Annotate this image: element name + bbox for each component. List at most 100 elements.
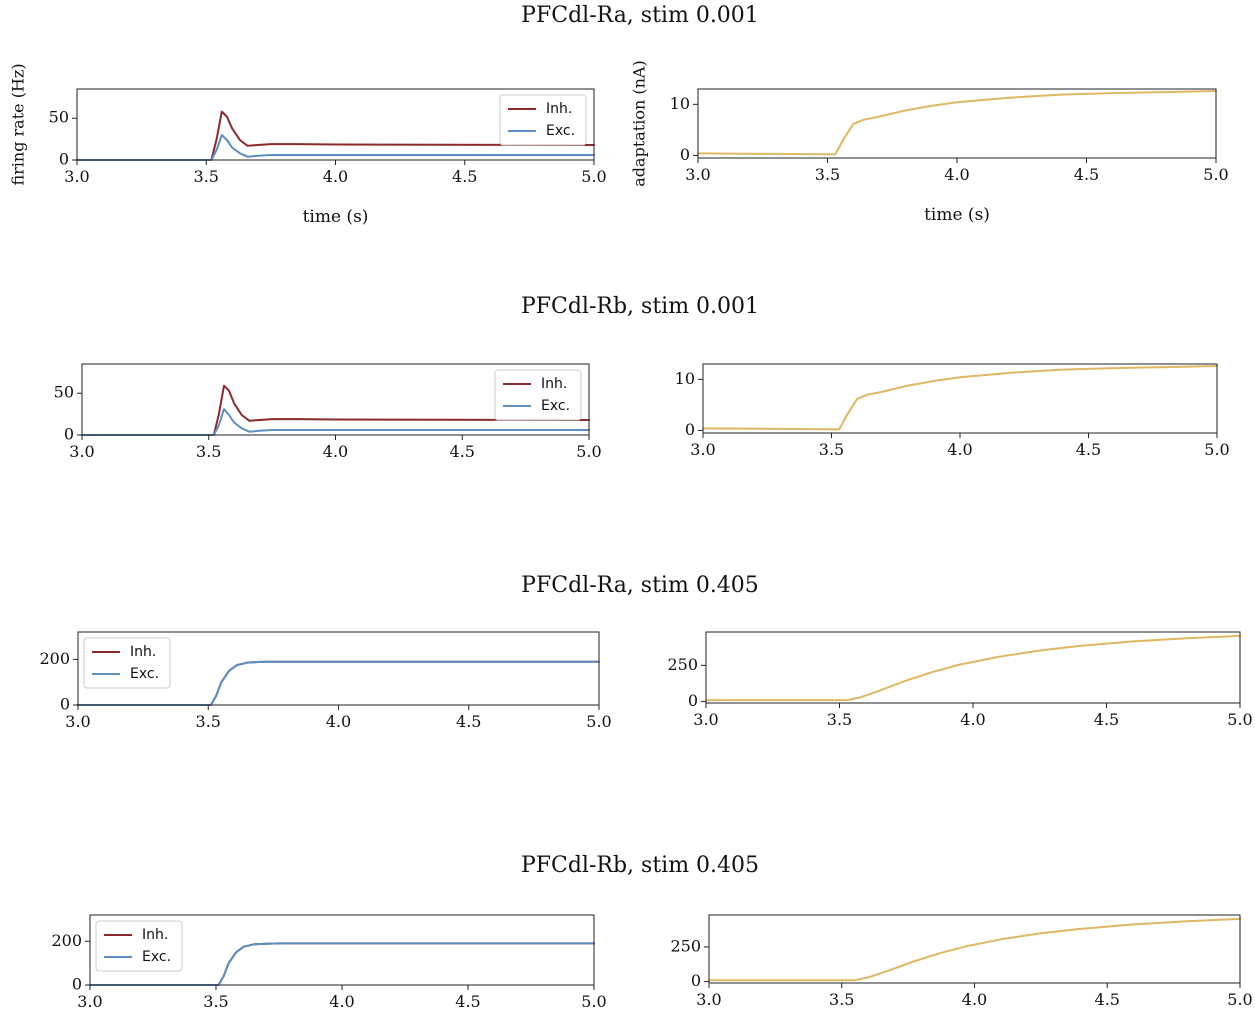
adaptation-series-line <box>697 90 1217 156</box>
x-tick-label: 4.0 <box>960 710 985 729</box>
x-tick-label: 4.5 <box>450 442 475 461</box>
legend: Inh. Exc. <box>95 920 183 972</box>
x-axis-label: time (s) <box>924 205 990 225</box>
plot-frame <box>705 631 1241 704</box>
x-tick-label: 3.0 <box>77 992 102 1011</box>
inh-series-line <box>81 384 590 436</box>
adaptation-chart: 3.0 3.5 4.0 4.5 5.0 0 10 <box>675 363 1230 459</box>
adaptation-chart: 3.0 3.5 4.0 4.5 5.0 0 10 time (s) adaptation (nA… <box>630 60 1229 225</box>
x-tick-label: 3.5 <box>203 992 228 1011</box>
x-tick-label: 3.0 <box>69 442 94 461</box>
y-tick-label: 50 <box>54 383 74 402</box>
y-tick-label: 0 <box>688 691 698 710</box>
legend-label: Inh. <box>142 927 168 943</box>
x-tick-label: 4.0 <box>326 712 351 731</box>
y-tick-label: 0 <box>59 150 69 169</box>
legend-label: Inh. <box>541 376 567 392</box>
x-tick-label: 5.0 <box>1204 440 1229 459</box>
x-tick-label: 4.5 <box>1094 710 1119 729</box>
legend: Inh. Exc. <box>83 637 171 689</box>
legend-label: Exc. <box>541 398 570 414</box>
y-tick-label: 200 <box>51 931 82 950</box>
x-tick-label: 4.0 <box>329 992 354 1011</box>
row-title: PFCdl-Rb, stim 0.001 <box>521 294 759 319</box>
x-tick-label: 3.0 <box>696 990 721 1009</box>
x-tick-label: 4.5 <box>1076 440 1101 459</box>
legend-box <box>494 369 582 421</box>
y-tick-label: 200 <box>39 649 70 668</box>
x-tick-label: 4.5 <box>452 167 477 186</box>
x-tick-label: 3.0 <box>685 165 710 184</box>
x-tick-label: 5.0 <box>576 442 601 461</box>
adaptation-chart: 3.0 3.5 4.0 4.5 5.0 0 250 <box>670 914 1253 1009</box>
legend-label: Exc. <box>546 123 575 139</box>
legend-box <box>95 920 183 972</box>
y-tick-label: 250 <box>667 655 698 674</box>
adaptation-chart: 3.0 3.5 4.0 4.5 5.0 0 250 <box>667 631 1253 729</box>
firing-rate-chart: 3.0 3.5 4.0 4.5 5.0 0 50 time (s) firing rate (H… <box>9 63 607 227</box>
x-tick-label: 5.0 <box>586 712 611 731</box>
adaptation-series-line <box>705 634 1241 702</box>
x-tick-label: 3.5 <box>819 440 844 459</box>
legend-box <box>499 94 587 146</box>
y-tick-label: 0 <box>685 420 695 439</box>
adaptation-series-line <box>708 917 1241 982</box>
row-title: PFCdl-Ra, stim 0.001 <box>521 3 759 28</box>
y-tick-label: 0 <box>72 975 82 994</box>
x-tick-label: 5.0 <box>581 167 606 186</box>
y-tick-label: 10 <box>670 94 690 113</box>
x-tick-label: 3.0 <box>64 167 89 186</box>
legend-label: Inh. <box>130 644 156 660</box>
x-tick-label: 4.0 <box>323 167 348 186</box>
row-title: PFCdl-Rb, stim 0.405 <box>521 853 759 878</box>
plot-frame <box>697 88 1217 159</box>
firing-rate-chart: 3.0 3.5 4.0 4.5 5.0 0 200 Inh. Exc. <box>39 631 612 731</box>
x-tick-label: 4.0 <box>962 990 987 1009</box>
y-axis-label: adaptation (nA) <box>630 60 649 186</box>
exc-series-line <box>76 133 595 161</box>
x-tick-label: 4.0 <box>323 442 348 461</box>
x-tick-label: 3.5 <box>196 442 221 461</box>
plot-frame <box>702 363 1218 434</box>
x-tick-label: 4.5 <box>1095 990 1120 1009</box>
x-tick-label: 5.0 <box>1203 165 1228 184</box>
exc-series-line <box>89 942 595 986</box>
x-tick-label: 3.5 <box>815 165 840 184</box>
legend: Inh. Exc. <box>494 369 582 421</box>
legend-label: Inh. <box>546 101 572 117</box>
y-tick-label: 50 <box>49 108 69 127</box>
row-title: PFCdl-Ra, stim 0.405 <box>521 573 759 598</box>
firing-rate-chart: 3.0 3.5 4.0 4.5 5.0 0 50 Inh. Exc. <box>54 363 602 461</box>
x-tick-label: 3.5 <box>196 712 221 731</box>
legend: Inh. Exc. <box>499 94 587 146</box>
y-tick-label: 0 <box>691 971 701 990</box>
firing-rate-chart: 3.0 3.5 4.0 4.5 5.0 0 200 Inh. Exc. <box>51 914 607 1011</box>
x-tick-label: 5.0 <box>1227 710 1252 729</box>
x-tick-label: 4.0 <box>947 440 972 459</box>
x-tick-label: 4.5 <box>456 712 481 731</box>
plot-frame <box>708 914 1241 984</box>
legend-box <box>83 637 171 689</box>
y-tick-label: 0 <box>64 425 74 444</box>
exc-series-line <box>77 660 600 706</box>
legend-label: Exc. <box>142 949 171 965</box>
y-tick-label: 10 <box>675 369 695 388</box>
x-tick-label: 3.0 <box>693 710 718 729</box>
x-tick-label: 4.0 <box>944 165 969 184</box>
x-tick-label: 3.5 <box>827 710 852 729</box>
inh-series-line <box>76 110 595 161</box>
y-axis-label: firing rate (Hz) <box>9 63 28 185</box>
x-tick-label: 3.5 <box>829 990 854 1009</box>
y-tick-label: 250 <box>670 936 701 955</box>
x-tick-label: 3.0 <box>65 712 90 731</box>
x-tick-label: 5.0 <box>581 992 606 1011</box>
x-tick-label: 4.5 <box>455 992 480 1011</box>
x-axis-label: time (s) <box>303 207 369 227</box>
x-tick-label: 3.0 <box>690 440 715 459</box>
x-tick-label: 3.5 <box>194 167 219 186</box>
y-tick-label: 0 <box>60 695 70 714</box>
x-tick-label: 4.5 <box>1074 165 1099 184</box>
y-tick-label: 0 <box>680 145 690 164</box>
adaptation-series-line <box>702 365 1218 431</box>
